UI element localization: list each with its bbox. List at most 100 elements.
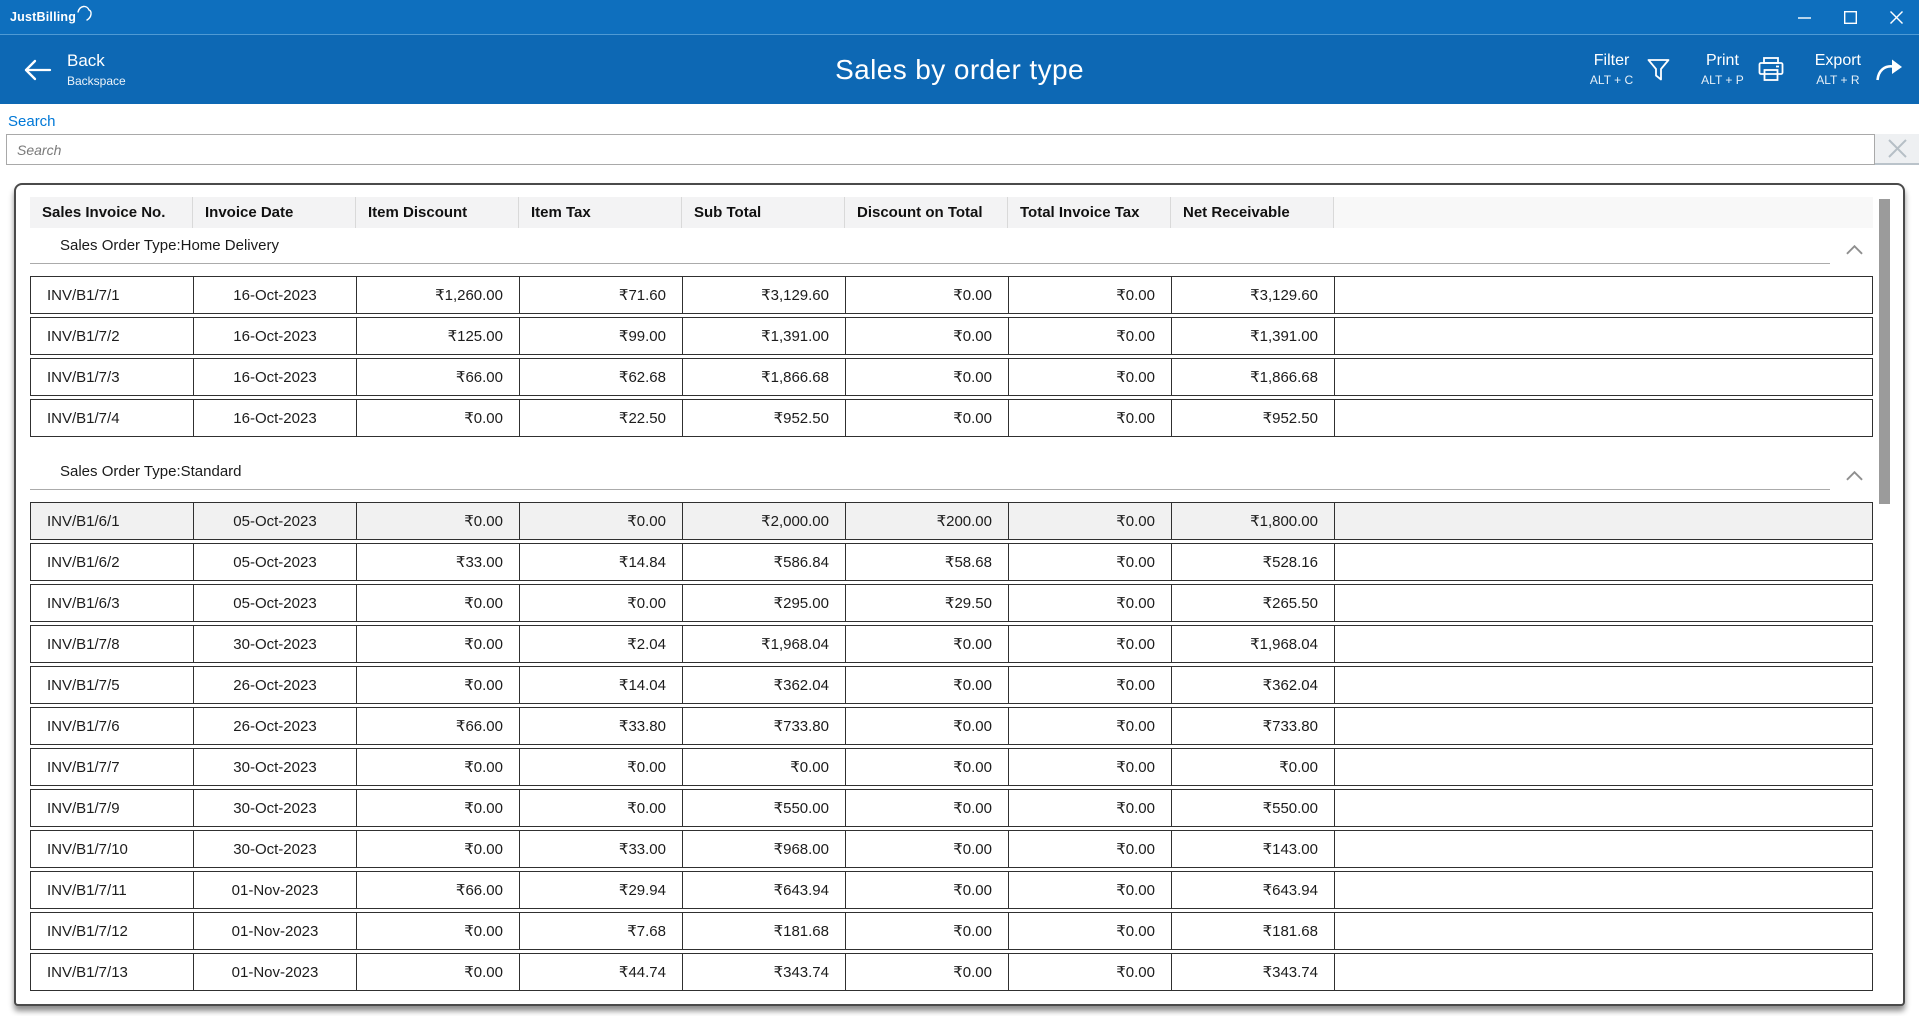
minimize-button[interactable]: [1781, 0, 1827, 34]
column-header[interactable]: Item Discount: [356, 197, 519, 228]
print-icon: [1758, 57, 1784, 81]
column-header[interactable]: Sales Invoice No.: [30, 197, 193, 228]
table-cell: ₹0.00: [846, 318, 1009, 354]
table-cell: ₹952.50: [683, 400, 846, 436]
table-cell-filler: [1335, 790, 1872, 826]
command-bar: Sales by order type Back Backspace Filte…: [0, 34, 1919, 104]
table-cell: ₹0.00: [357, 749, 520, 785]
print-button[interactable]: Print ALT + P: [1701, 52, 1785, 87]
back-button[interactable]: Back Backspace: [22, 51, 126, 88]
search-label: Search: [8, 113, 56, 130]
table-cell-filler: [1335, 708, 1872, 744]
export-button[interactable]: Export ALT + R: [1815, 52, 1903, 87]
filter-button[interactable]: Filter ALT + C: [1590, 52, 1671, 87]
table-row[interactable]: INV/B1/7/1 16-Oct-2023 ₹1,260.00 ₹71.60 ₹3,1…: [30, 276, 1873, 314]
table-cell: ₹733.80: [683, 708, 846, 744]
table-row[interactable]: INV/B1/7/4 16-Oct-2023 ₹0.00 ₹22.50 ₹952.50 ₹…: [30, 399, 1873, 437]
table-cell: ₹0.00: [1009, 913, 1172, 949]
table-cell: ₹0.00: [1009, 872, 1172, 908]
table-cell: ₹0.00: [846, 913, 1009, 949]
column-header[interactable]: Sub Total: [682, 197, 845, 228]
table-cell: 16-Oct-2023: [194, 359, 357, 395]
group-rows: INV/B1/6/1 05-Oct-2023 ₹0.00 ₹0.00 ₹2,000.00…: [16, 502, 1903, 991]
export-shortcut: ALT + R: [1816, 73, 1860, 87]
table-row[interactable]: INV/B1/7/2 16-Oct-2023 ₹125.00 ₹99.00 ₹1,391…: [30, 317, 1873, 355]
group-label: Sales Order Type:Home Delivery: [60, 237, 279, 254]
table-row[interactable]: INV/B1/7/7 30-Oct-2023 ₹0.00 ₹0.00 ₹0.00 ₹0.0…: [30, 748, 1873, 786]
app-logo-text: JustBilling: [10, 10, 77, 24]
table-cell: ₹0.00: [846, 749, 1009, 785]
column-header[interactable]: Discount on Total: [845, 197, 1008, 228]
table-cell: ₹0.00: [1009, 318, 1172, 354]
table-row[interactable]: INV/B1/7/11 01-Nov-2023 ₹66.00 ₹29.94 ₹643.9…: [30, 871, 1873, 909]
chevron-up-icon[interactable]: [1846, 245, 1863, 255]
table-row[interactable]: INV/B1/7/6 26-Oct-2023 ₹66.00 ₹33.80 ₹733.80…: [30, 707, 1873, 745]
table-row[interactable]: INV/B1/6/3 05-Oct-2023 ₹0.00 ₹0.00 ₹295.00 ₹2…: [30, 584, 1873, 622]
table-cell: ₹0.00: [846, 400, 1009, 436]
table-row[interactable]: INV/B1/7/3 16-Oct-2023 ₹66.00 ₹62.68 ₹1,866.…: [30, 358, 1873, 396]
table-cell: ₹0.00: [1009, 831, 1172, 867]
table-cell: INV/B1/7/3: [31, 359, 194, 395]
table-cell: INV/B1/6/2: [31, 544, 194, 580]
table-cell: ₹1,866.68: [1172, 359, 1335, 395]
table-row[interactable]: INV/B1/7/5 26-Oct-2023 ₹0.00 ₹14.04 ₹362.04 ₹…: [30, 666, 1873, 704]
table-cell: ₹66.00: [357, 708, 520, 744]
back-shortcut: Backspace: [67, 74, 126, 88]
table-cell: 30-Oct-2023: [194, 790, 357, 826]
table-cell: ₹0.00: [1009, 708, 1172, 744]
column-header[interactable]: Net Receivable: [1171, 197, 1334, 228]
table-cell-filler: [1335, 544, 1872, 580]
chevron-up-icon[interactable]: [1846, 471, 1863, 481]
column-header[interactable]: Invoice Date: [193, 197, 356, 228]
table-cell: 26-Oct-2023: [194, 708, 357, 744]
scrollbar-thumb[interactable]: [1879, 199, 1890, 504]
table-row[interactable]: INV/B1/7/8 30-Oct-2023 ₹0.00 ₹2.04 ₹1,968.04…: [30, 625, 1873, 663]
table-cell: ₹0.00: [1009, 626, 1172, 662]
table-cell-filler: [1335, 626, 1872, 662]
table-cell: ₹586.84: [683, 544, 846, 580]
table-cell: ₹0.00: [846, 277, 1009, 313]
column-header[interactable]: Item Tax: [519, 197, 682, 228]
table-cell: 30-Oct-2023: [194, 831, 357, 867]
table-cell: ₹1,391.00: [683, 318, 846, 354]
window-controls: [1781, 0, 1919, 34]
table-cell: ₹0.00: [1009, 544, 1172, 580]
table-cell: ₹1,866.68: [683, 359, 846, 395]
group-header[interactable]: Sales Order Type:Home Delivery: [30, 237, 1873, 264]
maximize-button[interactable]: [1827, 0, 1873, 34]
table-cell: ₹33.00: [520, 831, 683, 867]
table-row[interactable]: INV/B1/6/2 05-Oct-2023 ₹33.00 ₹14.84 ₹586.84…: [30, 543, 1873, 581]
table-cell: ₹0.00: [357, 913, 520, 949]
table-row[interactable]: INV/B1/6/1 05-Oct-2023 ₹0.00 ₹0.00 ₹2,000.00…: [30, 502, 1873, 540]
table-cell: ₹2.04: [520, 626, 683, 662]
clear-search-button[interactable]: [1875, 134, 1919, 165]
table-row[interactable]: INV/B1/7/10 30-Oct-2023 ₹0.00 ₹33.00 ₹968.00…: [30, 830, 1873, 868]
table-cell: ₹0.00: [846, 708, 1009, 744]
table-cell: ₹362.04: [683, 667, 846, 703]
table-row[interactable]: INV/B1/7/12 01-Nov-2023 ₹0.00 ₹7.68 ₹181.68 ₹…: [30, 912, 1873, 950]
table-cell: 16-Oct-2023: [194, 400, 357, 436]
table-cell: ₹0.00: [357, 954, 520, 990]
column-header[interactable]: Total Invoice Tax: [1008, 197, 1171, 228]
vertical-scrollbar[interactable]: [1879, 191, 1890, 998]
table-cell: ₹0.00: [846, 359, 1009, 395]
table-cell: ₹0.00: [846, 954, 1009, 990]
table-row[interactable]: INV/B1/7/13 01-Nov-2023 ₹0.00 ₹44.74 ₹343.74…: [30, 953, 1873, 991]
table-cell: ₹0.00: [520, 503, 683, 539]
table-cell: ₹343.74: [683, 954, 846, 990]
search-input[interactable]: [6, 134, 1875, 165]
close-button[interactable]: [1873, 0, 1919, 34]
table-cell: INV/B1/7/11: [31, 872, 194, 908]
export-label: Export: [1814, 52, 1861, 69]
table-cell: ₹0.00: [1172, 749, 1335, 785]
table-cell: ₹2,000.00: [683, 503, 846, 539]
table-cell: ₹968.00: [683, 831, 846, 867]
filter-label: Filter: [1593, 52, 1630, 69]
back-arrow-icon: [24, 59, 52, 80]
table-cell: INV/B1/7/9: [31, 790, 194, 826]
table-cell-filler: [1335, 277, 1872, 313]
table-cell: ₹0.00: [520, 790, 683, 826]
table-row[interactable]: INV/B1/7/9 30-Oct-2023 ₹0.00 ₹0.00 ₹550.00 ₹0…: [30, 789, 1873, 827]
table-cell: ₹0.00: [846, 831, 1009, 867]
group-header[interactable]: Sales Order Type:Standard: [30, 463, 1873, 490]
